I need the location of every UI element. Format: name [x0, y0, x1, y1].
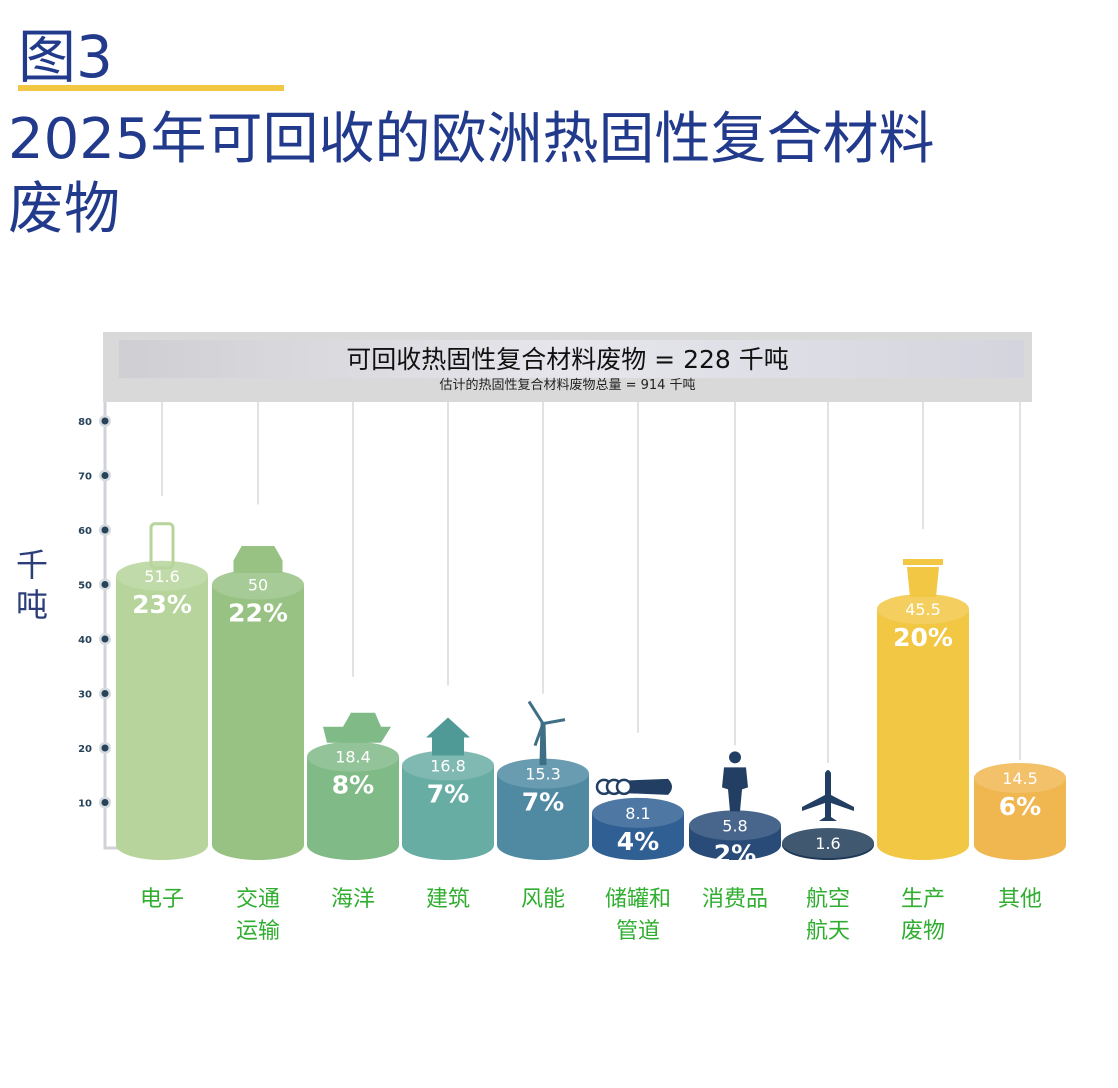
bar-group: 45.5 20%	[877, 402, 969, 860]
category-label: 其他	[997, 887, 1042, 912]
bar-percent-label: 2%	[714, 839, 756, 868]
category-label: 储罐和 管道	[604, 887, 671, 944]
bar-group: 16.8 7%	[402, 402, 494, 860]
bar	[212, 584, 304, 845]
bar-value-label: 5.8	[722, 816, 747, 835]
y-axis-line	[103, 402, 118, 850]
pipe-end	[615, 778, 633, 796]
y-tick-label: 80	[78, 417, 92, 428]
bar-group: 8.14%	[592, 402, 684, 860]
y-tick-dot	[101, 526, 109, 534]
chart-banner: 可回收热固性复合材料废物 = 228 千吨 估计的热固性复合材料废物总量 = 9…	[103, 332, 1032, 402]
person-head	[729, 751, 741, 764]
trash-can-icon	[903, 559, 943, 598]
bar-percent-label: 20%	[893, 623, 953, 652]
bar-top	[497, 758, 589, 789]
bar-base	[307, 830, 399, 860]
bar-percent-label: 4%	[617, 827, 659, 856]
category-label: 生产 废物	[900, 887, 945, 944]
y-tick-dot	[101, 799, 109, 806]
y-tick-dot	[101, 744, 109, 752]
boat-icon	[323, 712, 391, 743]
category-label: 风能	[520, 887, 565, 912]
pipes-icon	[618, 778, 672, 795]
bar	[877, 609, 969, 845]
y-tick-label: 70	[78, 472, 92, 483]
y-tick-label: 30	[78, 690, 92, 701]
bar-value-label: 45.5	[905, 600, 941, 619]
phone-icon	[149, 522, 175, 570]
y-tick-dot	[101, 635, 109, 643]
bar-top	[307, 741, 399, 772]
category-label: 航空 航天	[805, 887, 850, 944]
chart-subtitle: 估计的热固性复合材料废物总量 = 914 千吨	[439, 378, 696, 393]
category-label: 电子	[139, 887, 184, 912]
y-tick-dot	[101, 690, 109, 697]
bar-percent-label: 8%	[332, 771, 374, 800]
bar-group: 1.6	[782, 402, 874, 860]
page-title: 2025年可回收的欧洲热固性复合材料废物	[8, 107, 935, 242]
figure-underline	[18, 85, 284, 91]
bar-percent-label: 23%	[132, 590, 192, 619]
bar-percent-label: 6%	[999, 792, 1041, 821]
category-label: 海洋	[330, 887, 375, 912]
bar-value-label: 15.3	[525, 765, 561, 784]
y-tick-label: 10	[78, 799, 92, 810]
bar-value-label: 18.4	[335, 748, 371, 767]
y-tick-label: 60	[78, 526, 92, 537]
bar-percent-label: 22%	[228, 599, 288, 628]
y-tick-label: 20	[78, 744, 92, 755]
bar-top	[592, 797, 684, 828]
bar-value-label: 50	[248, 576, 268, 595]
bar-group: 14.5 6%	[974, 402, 1066, 860]
bar-top	[782, 828, 874, 858]
bar-top	[402, 750, 494, 781]
bar-base	[212, 830, 304, 860]
bar-base	[497, 830, 589, 860]
bar-top	[877, 594, 969, 625]
bar-value-label: 51.6	[144, 567, 180, 586]
bar	[116, 575, 208, 845]
y-tick-dot	[101, 417, 109, 425]
bar-base	[116, 830, 208, 860]
bar-base	[402, 830, 494, 860]
bar-percent-label: 7%	[522, 788, 564, 817]
bar-top	[974, 762, 1066, 793]
wind-turbine-icon	[527, 700, 566, 766]
y-tick-label: 50	[78, 581, 92, 592]
y-tick-dot	[101, 472, 109, 479]
bar-percent-label: 7%	[427, 779, 469, 808]
person-icon	[722, 767, 748, 812]
airplane-icon	[802, 770, 854, 821]
car-icon	[233, 546, 283, 573]
category-label: 消费品	[701, 887, 768, 912]
chart-title: 可回收热固性复合材料废物 = 228 千吨	[346, 345, 789, 374]
bar-value-label: 8.1	[625, 804, 650, 823]
category-label: 交通 运输	[235, 887, 280, 944]
bar-value-label: 14.5	[1002, 769, 1038, 788]
bar-group: 15.3 7%	[497, 402, 589, 860]
category-label: 建筑	[425, 887, 470, 912]
figure-label: 图3	[18, 23, 113, 91]
bar-top	[689, 810, 781, 841]
bar-top	[212, 569, 304, 600]
bar-group: 51.6 23%	[116, 402, 208, 860]
bar-base	[877, 830, 969, 860]
bar-top	[116, 560, 208, 591]
y-axis-label: 千吨	[15, 546, 48, 624]
bar-group: 18.4 8%	[307, 402, 399, 860]
y-tick-dot	[101, 581, 109, 588]
house-icon	[426, 717, 470, 756]
y-tick-label: 40	[78, 635, 92, 646]
bar-base	[974, 830, 1066, 860]
bar-value-label: 16.8	[430, 756, 466, 775]
bar-group: 5.82%	[689, 402, 781, 868]
bar-base	[592, 830, 684, 860]
bar-value-label: 1.6	[815, 834, 840, 853]
